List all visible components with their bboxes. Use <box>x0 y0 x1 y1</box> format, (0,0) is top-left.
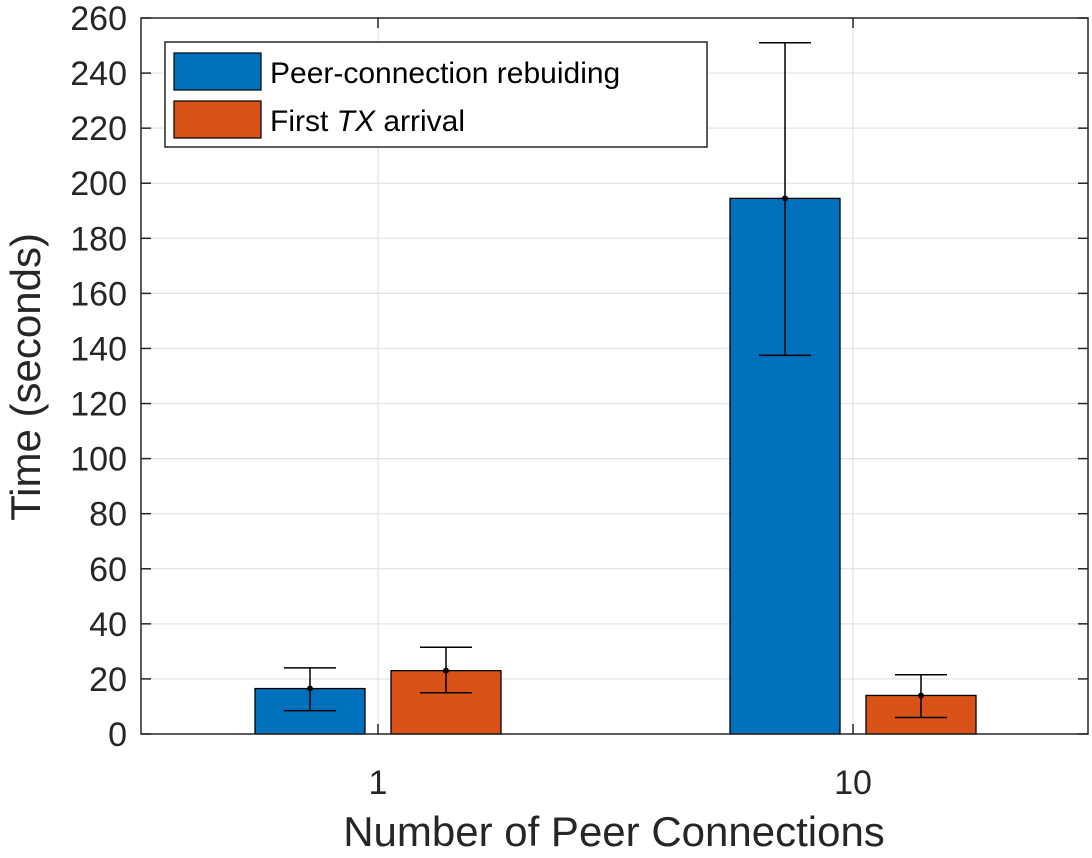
legend-swatch-first-tx <box>173 100 262 139</box>
x-tick-label: 1 <box>369 764 388 802</box>
y-tick-label: 0 <box>108 716 127 754</box>
y-tick-label: 100 <box>70 441 127 479</box>
y-axis-title: Time (seconds) <box>2 233 49 521</box>
legend-label-first-tx-italic: TX <box>337 105 376 138</box>
mean-marker <box>918 692 924 699</box>
y-tick-label: 120 <box>70 386 127 424</box>
error-bars <box>284 42 947 719</box>
x-axis-ticks: 1 10 <box>369 18 872 802</box>
y-tick-label: 160 <box>70 275 127 313</box>
y-axis-ticks: 0 20 40 60 80 100 120 140 160 180 200 220 240 260 <box>70 0 1088 754</box>
legend: Peer-connection rebuiding First TX arriv… <box>164 41 708 148</box>
legend-label-first-tx-part3: arrival <box>375 105 465 138</box>
mean-marker <box>307 685 313 692</box>
x-axis-title: Number of Peer Connections <box>343 808 885 855</box>
bars <box>254 197 977 735</box>
y-tick-label: 60 <box>89 551 127 589</box>
y-tick-label: 40 <box>89 606 127 644</box>
legend-label-first-tx: First TX arrival <box>270 105 465 138</box>
legend-swatch-rebuilding <box>173 52 262 91</box>
legend-label-first-tx-part1: First <box>270 105 337 138</box>
y-tick-label: 140 <box>70 330 127 368</box>
mean-marker <box>782 195 788 202</box>
y-tick-label: 260 <box>70 0 127 38</box>
plot-frame <box>140 17 1089 735</box>
y-tick-label: 240 <box>70 55 127 93</box>
y-tick-label: 20 <box>89 661 127 699</box>
y-tick-label: 180 <box>70 220 127 258</box>
y-tick-label: 80 <box>89 496 127 534</box>
y-tick-label: 220 <box>70 110 127 148</box>
y-tick-label: 200 <box>70 165 127 203</box>
mean-marker <box>443 667 449 674</box>
x-tick-label: 10 <box>834 764 872 802</box>
legend-label-rebuilding: Peer-connection rebuiding <box>270 57 620 90</box>
